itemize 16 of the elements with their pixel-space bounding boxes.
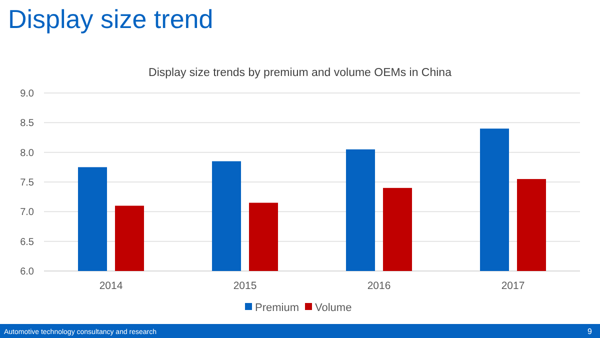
legend-label: Premium [255, 302, 300, 314]
chart-title: Display size trend [8, 4, 214, 34]
x-tick-label: 2017 [501, 280, 525, 292]
text: 9 [588, 327, 593, 336]
legend-label: Volume [315, 302, 352, 314]
y-tick-label: 7.5 [20, 178, 34, 188]
y-tick-label: 6.0 [20, 266, 34, 278]
y-tick-label: 7.0 [20, 207, 34, 218]
x-tick-label: 2014 [99, 280, 123, 292]
y-tick-label: 8.5 [20, 118, 34, 130]
chart-subtitle: Display size trends by premium and volume OEMs in China [148, 67, 452, 79]
y-tick-label: 8.0 [20, 148, 34, 159]
y-tick-label: 6.5 [20, 236, 34, 248]
x-tick-label: 2016 [367, 280, 391, 292]
x-tick-label: 2015 [233, 280, 257, 292]
y-tick-label: 9.0 [20, 88, 34, 100]
